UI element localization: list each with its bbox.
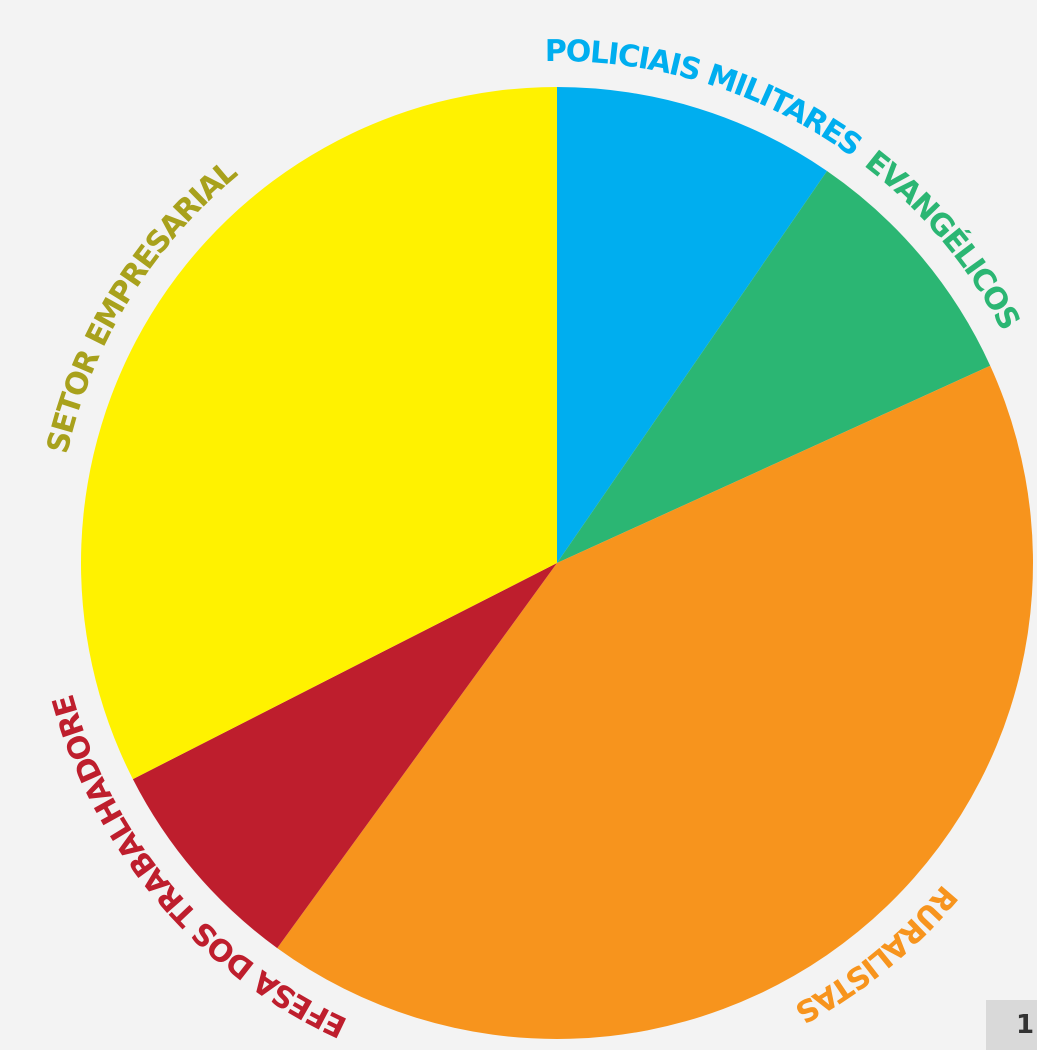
corner-badge: 1 xyxy=(986,1000,1037,1050)
pie-slice-setor-empresarial xyxy=(80,87,558,780)
pie-slices xyxy=(80,87,1033,1039)
pie-slice-policiais-militares xyxy=(557,87,828,563)
pie-slice-defesa-dos-trabalhadores xyxy=(132,563,557,949)
pie-slice-evang-licos xyxy=(557,170,991,564)
pie-slice-ruralistas xyxy=(277,365,1033,1039)
